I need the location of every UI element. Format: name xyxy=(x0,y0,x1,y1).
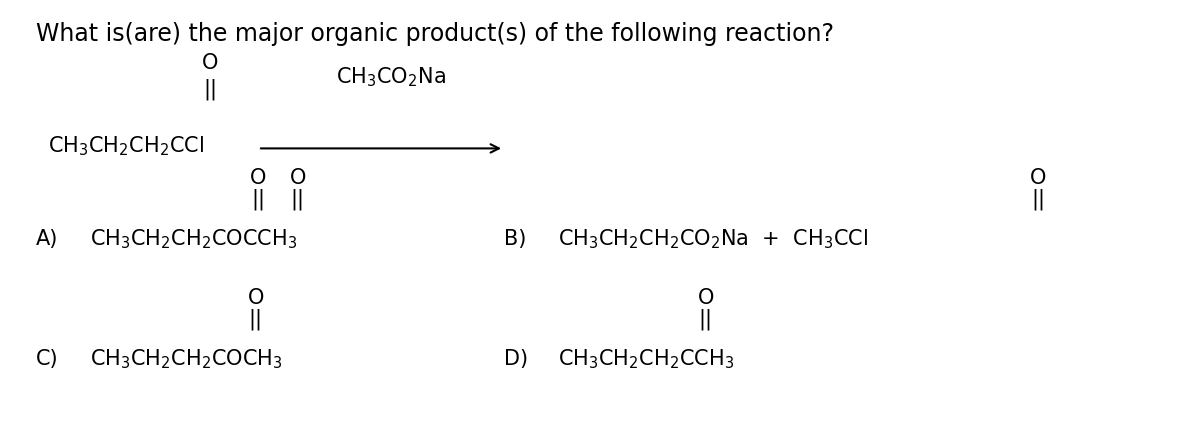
Text: ||: || xyxy=(248,308,263,330)
Text: CH$_3$CH$_2$CH$_2$CO$_2$Na  +  CH$_3$CCl: CH$_3$CH$_2$CH$_2$CO$_2$Na + CH$_3$CCl xyxy=(558,227,868,251)
Text: What is(are) the major organic product(s) of the following reaction?: What is(are) the major organic product(s… xyxy=(36,22,834,46)
Text: O: O xyxy=(202,53,218,73)
Text: CH$_3$CH$_2$CH$_2$CCH$_3$: CH$_3$CH$_2$CH$_2$CCH$_3$ xyxy=(558,347,734,371)
Text: O: O xyxy=(247,288,264,308)
Text: A): A) xyxy=(36,229,59,249)
Text: ||: || xyxy=(1031,189,1045,210)
Text: B): B) xyxy=(504,229,527,249)
Text: CH$_3$CH$_2$CH$_2$CCl: CH$_3$CH$_2$CH$_2$CCl xyxy=(48,134,204,158)
Text: CH$_3$CH$_2$CH$_2$COCH$_3$: CH$_3$CH$_2$CH$_2$COCH$_3$ xyxy=(90,347,283,371)
Text: O: O xyxy=(1030,168,1046,188)
Text: ||: || xyxy=(290,189,305,210)
Text: O: O xyxy=(250,168,266,188)
Text: D): D) xyxy=(504,349,528,369)
Text: O: O xyxy=(289,168,306,188)
Text: CH$_3$CH$_2$CH$_2$COCCH$_3$: CH$_3$CH$_2$CH$_2$COCCH$_3$ xyxy=(90,227,298,251)
Text: O: O xyxy=(697,288,714,308)
Text: ||: || xyxy=(203,78,217,100)
Text: ||: || xyxy=(698,308,713,330)
Text: ||: || xyxy=(251,189,265,210)
Text: C): C) xyxy=(36,349,59,369)
Text: CH$_3$CO$_2$Na: CH$_3$CO$_2$Na xyxy=(336,65,446,89)
